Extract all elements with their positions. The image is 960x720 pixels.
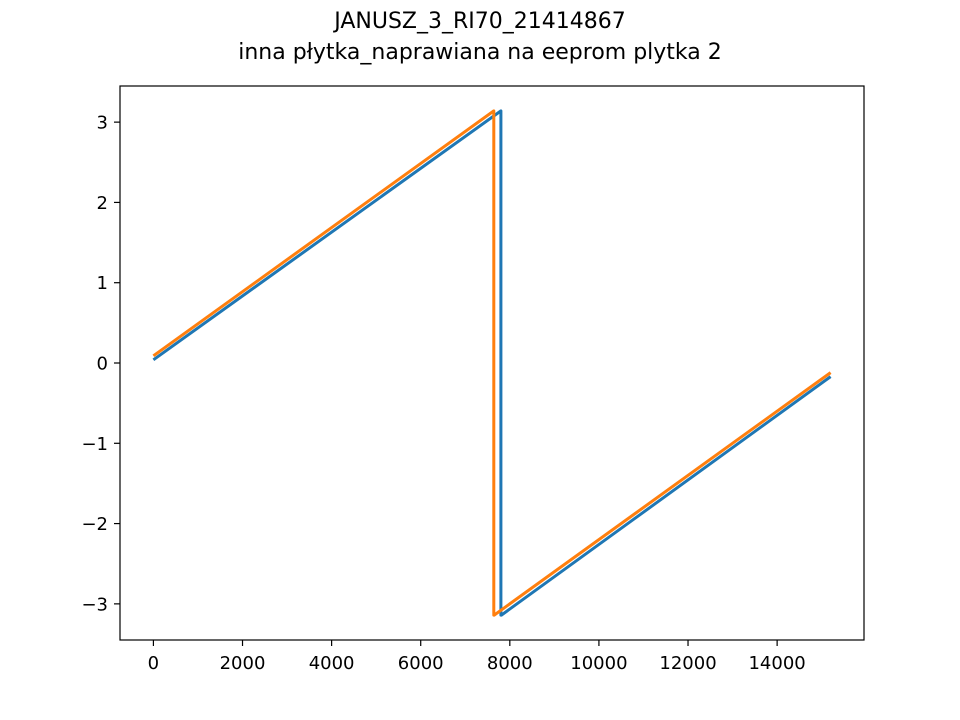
x-tick-label: 4000 xyxy=(309,653,355,674)
x-tick-label: 2000 xyxy=(220,653,266,674)
chart-subtitle: inna płytka_naprawiana na eeprom plytka … xyxy=(238,40,722,65)
x-tick-label: 0 xyxy=(148,653,159,674)
x-tick-label: 8000 xyxy=(487,653,533,674)
y-tick-label: −2 xyxy=(81,514,108,535)
chart-title: JANUSZ_3_RI70_21414867 xyxy=(334,9,626,34)
series-line-1 xyxy=(152,109,832,617)
y-tick-label: 0 xyxy=(97,354,108,375)
series-line-2 xyxy=(152,109,832,617)
x-tick-label: 10000 xyxy=(570,653,627,674)
x-tick-label: 14000 xyxy=(748,653,805,674)
y-tick-label: 3 xyxy=(97,113,108,134)
y-tick-label: −1 xyxy=(81,434,108,455)
y-tick-label: 1 xyxy=(97,273,108,294)
plot-frame xyxy=(119,85,865,641)
x-tick-label: 12000 xyxy=(659,653,716,674)
x-tick-label: 6000 xyxy=(398,653,444,674)
y-tick-label: −3 xyxy=(81,594,108,615)
y-tick-label: 2 xyxy=(97,193,108,214)
